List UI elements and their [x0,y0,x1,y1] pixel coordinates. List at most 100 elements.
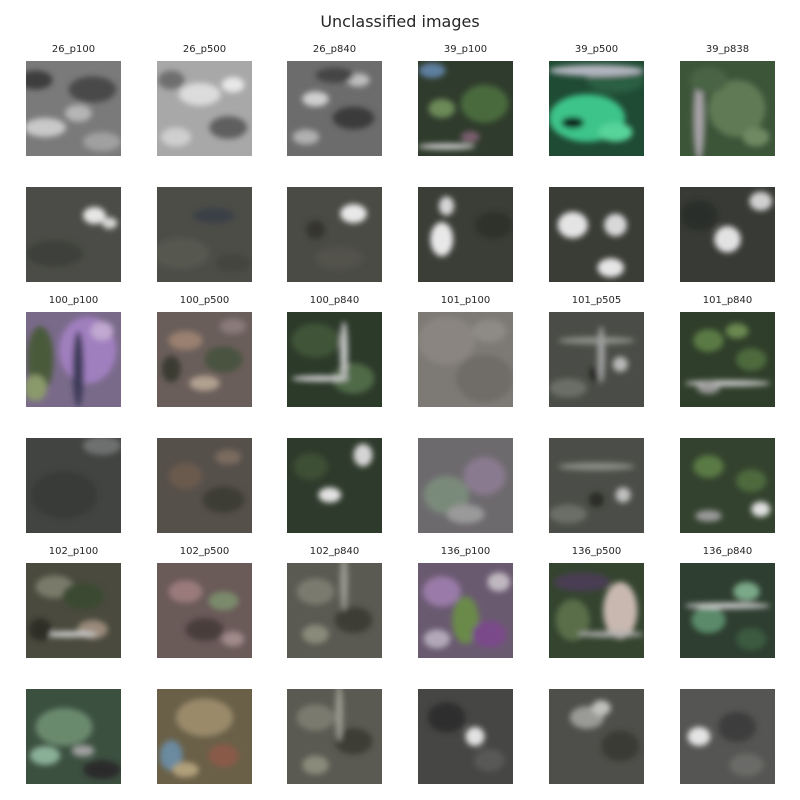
image-label: 136_p840 [702,546,753,557]
image-label: 100_p500 [179,295,230,306]
image-feature [684,380,771,387]
image-feature [751,501,771,517]
cloud-image-tile[interactable] [157,187,252,282]
image-feature [296,704,335,731]
image-feature [604,213,627,237]
cloud-image-tile[interactable] [157,438,252,533]
image-feature [318,487,342,503]
image-feature [725,323,749,339]
image-feature [423,476,470,514]
image-feature [472,319,507,343]
cloud-image-tile[interactable] [418,689,513,784]
image-feature [83,132,121,152]
image-feature [178,82,221,106]
satellite-image-tile[interactable] [549,61,644,156]
satellite-image-tile[interactable] [157,312,252,407]
image-feature [292,129,320,145]
image-feature [168,331,203,350]
satellite-image-tile[interactable] [680,61,775,156]
cloud-image-tile[interactable] [26,187,121,282]
cloud-image-tile[interactable] [418,187,513,282]
image-feature [302,91,329,107]
satellite-image-tile[interactable] [418,312,513,407]
image-feature [68,76,117,103]
image-feature [597,326,606,384]
image-feature [742,127,770,147]
image-label: 39_p500 [574,44,619,55]
cloud-image-tile[interactable] [287,438,382,533]
image-feature [209,116,248,139]
image-feature [102,217,118,229]
image-feature [598,122,633,142]
image-feature [340,204,367,224]
satellite-image-tile[interactable] [157,563,252,658]
image-feature [26,118,66,137]
cloud-image-tile[interactable] [287,187,382,282]
image-feature [26,240,83,267]
cloud-image-tile[interactable] [26,689,121,784]
image-feature [40,631,98,638]
image-feature [30,471,98,519]
image-feature [334,606,373,634]
cloud-image-tile[interactable] [549,187,644,282]
image-feature [219,318,247,334]
image-feature [28,618,52,641]
image-feature [472,620,507,648]
image-feature [452,596,479,644]
cloud-image-tile[interactable] [549,689,644,784]
cloud-image-tile[interactable] [26,438,121,533]
image-feature [456,354,513,403]
image-feature [418,143,475,150]
satellite-image-tile[interactable] [287,563,382,658]
satellite-image-tile[interactable] [549,312,644,407]
image-feature [221,631,245,647]
image-feature [577,631,644,638]
image-label: 26_p840 [312,44,357,55]
satellite-image-tile[interactable] [549,563,644,658]
image-feature [736,348,767,371]
image-label: 26_p100 [51,44,96,55]
satellite-image-tile[interactable] [418,61,513,156]
satellite-image-tile[interactable] [680,312,775,407]
satellite-image-tile[interactable] [287,312,382,407]
image-feature [26,374,47,402]
image-feature [418,62,446,79]
image-feature [340,321,348,379]
image-feature [215,253,251,273]
image-feature [208,744,239,767]
image-feature [208,591,239,611]
image-feature [83,760,121,780]
image-feature [176,698,233,737]
image-feature [291,375,349,382]
cloud-image-tile[interactable] [549,438,644,533]
image-feature [202,486,245,514]
cloud-image-tile[interactable] [680,187,775,282]
image-feature [302,755,329,775]
satellite-image-tile[interactable] [157,61,252,156]
cloud-image-tile[interactable] [157,689,252,784]
image-feature [90,321,114,341]
image-feature [422,576,461,607]
satellite-image-tile[interactable] [26,61,121,156]
cloud-image-tile[interactable] [680,438,775,533]
image-feature [296,578,335,605]
cloud-image-tile[interactable] [287,689,382,784]
image-feature [693,329,724,352]
satellite-image-tile[interactable] [26,563,121,658]
image-feature [62,582,104,610]
image-feature [693,75,705,156]
image-feature [687,727,711,746]
cloud-image-tile[interactable] [418,438,513,533]
cloud-image-tile[interactable] [680,689,775,784]
image-feature [558,462,635,471]
image-feature [697,382,720,394]
image-label: 102_p840 [309,546,360,557]
satellite-image-tile[interactable] [287,61,382,156]
image-feature [221,77,245,93]
image-feature [157,238,210,269]
image-feature [729,753,764,777]
satellite-image-tile[interactable] [418,563,513,658]
image-feature [353,443,373,467]
satellite-image-tile[interactable] [680,563,775,658]
satellite-image-tile[interactable] [26,312,121,407]
